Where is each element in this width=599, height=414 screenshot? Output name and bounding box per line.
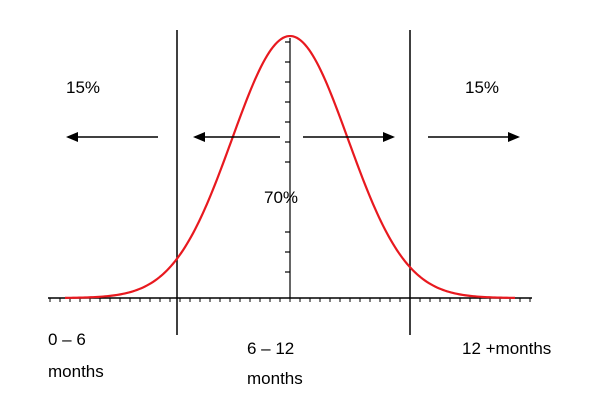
region-center-label-line2: months — [247, 369, 303, 388]
normal-distribution-curve — [64, 34, 516, 299]
percent-center-label: 70% — [264, 188, 299, 207]
region-left-label-line2: months — [48, 362, 104, 381]
percent-right-label: 15% — [465, 78, 500, 97]
percent-left-label: 15% — [66, 78, 101, 97]
region-right-label: 12 +months — [462, 339, 552, 358]
region-left-label-line1: 0 – 6 — [48, 330, 86, 349]
center-axis-ticks — [285, 41, 290, 273]
region-center-label-line1: 6 – 12 — [247, 339, 295, 358]
